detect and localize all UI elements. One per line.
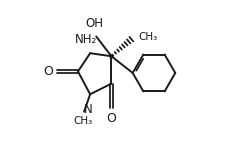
Text: OH: OH — [86, 17, 104, 30]
Text: NH₂: NH₂ — [75, 33, 98, 46]
Text: O: O — [106, 112, 116, 125]
Text: CH₃: CH₃ — [73, 116, 92, 126]
Text: O: O — [43, 65, 53, 78]
Text: CH₃: CH₃ — [139, 32, 158, 42]
Text: N: N — [84, 103, 93, 116]
